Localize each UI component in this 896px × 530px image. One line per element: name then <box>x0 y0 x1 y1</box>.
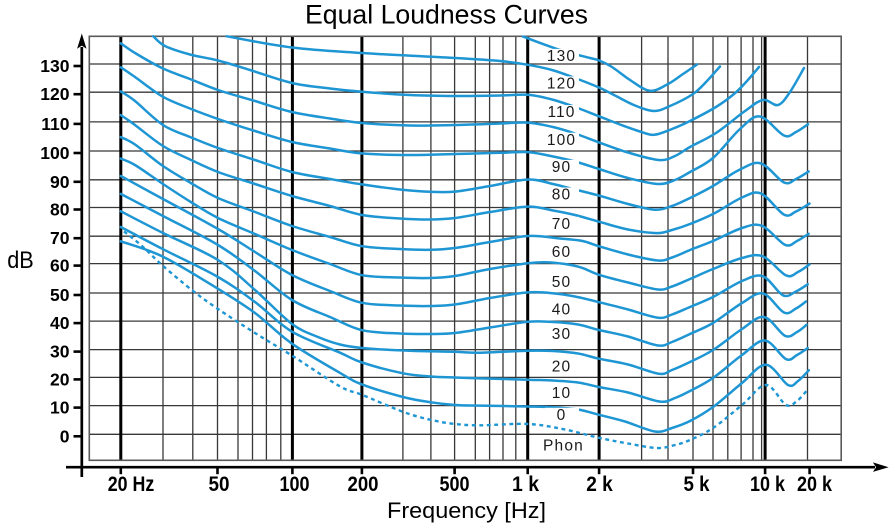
svg-text:110: 110 <box>41 114 69 134</box>
svg-text:Equal Loudness Curves: Equal Loudness Curves <box>305 0 588 30</box>
svg-text:50: 50 <box>552 274 571 291</box>
svg-text:20 Hz: 20 Hz <box>108 472 155 496</box>
svg-text:20: 20 <box>50 369 70 389</box>
svg-text:20 k: 20 k <box>797 472 832 496</box>
svg-text:90: 90 <box>552 159 571 176</box>
svg-text:30: 30 <box>50 342 70 362</box>
svg-text:80: 80 <box>552 187 571 204</box>
svg-text:1 k: 1 k <box>512 472 539 496</box>
svg-text:10: 10 <box>50 398 70 418</box>
svg-text:60: 60 <box>50 256 70 276</box>
svg-text:20: 20 <box>552 359 571 376</box>
svg-text:2 k: 2 k <box>586 472 613 496</box>
svg-text:100: 100 <box>280 472 310 496</box>
svg-text:90: 90 <box>50 172 70 192</box>
svg-text:500: 500 <box>440 472 470 496</box>
svg-text:120: 120 <box>40 84 69 104</box>
svg-text:30: 30 <box>552 326 571 343</box>
svg-text:Frequency [Hz]: Frequency [Hz] <box>387 498 546 523</box>
svg-text:40: 40 <box>50 313 70 333</box>
svg-text:Phon: Phon <box>543 438 584 455</box>
svg-text:10: 10 <box>552 385 571 402</box>
svg-text:10 k: 10 k <box>750 472 785 496</box>
svg-text:70: 70 <box>50 228 70 248</box>
svg-text:110: 110 <box>547 104 575 121</box>
svg-text:0: 0 <box>557 407 567 424</box>
svg-text:50: 50 <box>50 285 70 305</box>
svg-text:70: 70 <box>552 216 571 233</box>
svg-text:dB: dB <box>7 247 34 274</box>
svg-text:100: 100 <box>547 132 576 149</box>
svg-text:40: 40 <box>552 301 571 318</box>
svg-text:0: 0 <box>60 426 70 446</box>
svg-text:80: 80 <box>50 200 70 220</box>
svg-text:100: 100 <box>40 143 69 163</box>
svg-text:120: 120 <box>547 76 576 93</box>
svg-text:5 k: 5 k <box>684 472 710 496</box>
svg-text:60: 60 <box>552 244 571 261</box>
svg-text:200: 200 <box>348 472 379 496</box>
svg-text:130: 130 <box>547 48 576 65</box>
svg-text:50: 50 <box>209 472 230 496</box>
svg-text:130: 130 <box>40 56 69 76</box>
